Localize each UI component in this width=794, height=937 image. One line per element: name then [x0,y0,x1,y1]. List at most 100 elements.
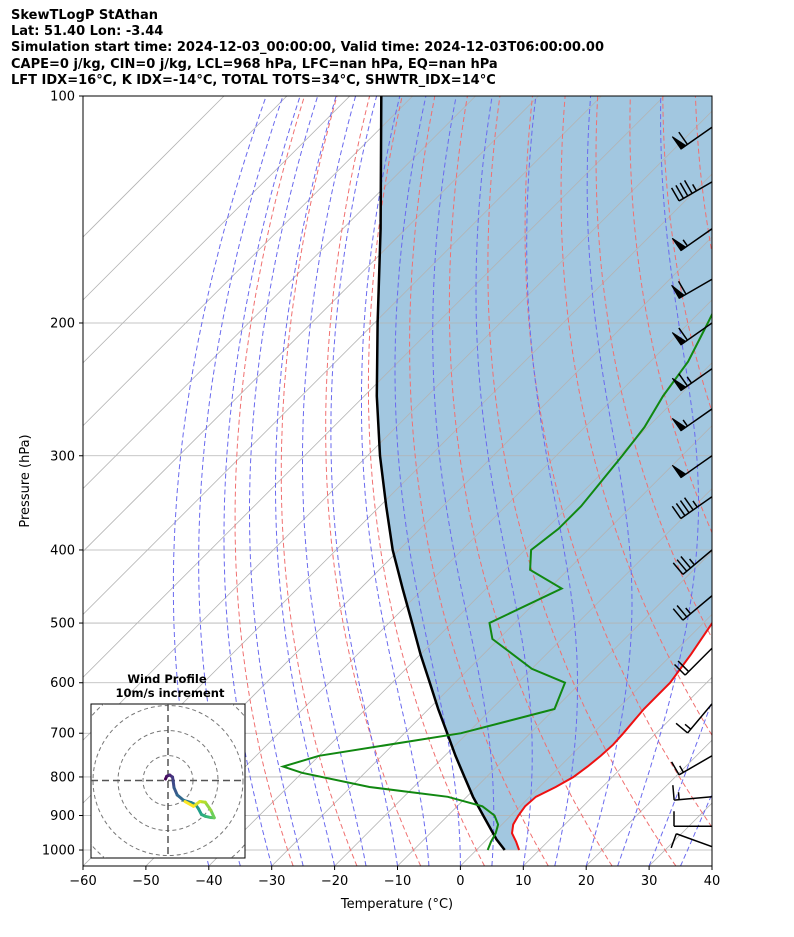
isotherm-line [460,613,712,866]
parcel-shading [376,96,712,850]
moist-adiabat-line [394,96,461,866]
parcel-profile-line [375,96,506,851]
moist-adiabat-line [432,96,495,866]
cin-shade-area [376,96,712,850]
moist-adiabat-line [361,96,430,866]
wind-barb-flag [683,497,694,511]
chart-header: SkewTLogP StAthan Lat: 51.40 Lon: -3.44 … [11,8,604,89]
wind-barb-half-flag [688,558,695,566]
hodograph-subtitle: 10m/s increment [116,686,225,700]
temperature-line [510,621,712,851]
dry-adiabat-line [560,96,712,737]
wind-barb-half-flag [684,723,692,730]
isotherm-line [83,96,476,490]
x-tick-label: −60 [69,874,96,889]
dry-adiabat-line [280,96,358,866]
moist-adiabat-line [711,864,712,866]
isotherm-line [83,96,288,301]
wind-barb [671,368,712,392]
y-tick-label: 1000 [42,844,75,859]
isotherm-line [523,676,712,866]
wind-barb-half-flag [682,239,689,247]
hodograph-title: Wind Profile [127,672,207,686]
wind-barb-shaft [674,796,712,801]
wind-barb [671,322,712,346]
x-tick-label: 30 [641,874,658,889]
y-axis-label: Pressure (hPa) [18,434,33,527]
moist-adiabat-line [172,96,267,866]
isotherm-line [83,96,351,364]
hodograph-segment [203,800,213,813]
wind-barb-shaft [678,181,712,202]
isotherm-line [397,550,712,866]
wind-barb-flag [672,562,684,575]
moist-adiabat-line [302,96,367,866]
wind-barb [671,278,712,299]
isotherm-line [83,96,413,427]
y-tick-label: 100 [50,90,75,105]
stability-line: CAPE=0 j/kg, CIN=0 j/kg, LCL=968 hPa, LF… [11,56,498,72]
x-tick-label: 40 [704,874,721,889]
wind-barb [672,595,712,621]
y-tick-label: 900 [50,809,75,824]
wind-barb-shaft [686,703,712,734]
wind-barb [673,647,712,676]
moist-adiabat-line [275,96,337,866]
moist-adiabat-line [330,96,398,866]
dry-adiabat-line [662,96,712,414]
location-line: Lat: 51.40 Lon: -3.44 [11,24,164,40]
wind-barb-flag [678,327,689,341]
x-tick-label: −50 [132,874,159,889]
isotherm-line [271,425,712,866]
wind-barb-flag [679,182,689,197]
isotherm-line [83,96,602,615]
wind-barb-half-flag [685,607,692,615]
isotherm-line [83,96,225,238]
wind-barb-shaft [684,647,712,676]
isotherm-line [83,110,712,741]
wind-barb-flag [671,505,682,519]
dry-adiabat-line [728,96,794,866]
index-line: LFT IDX=16°C, K IDX=-14°C, TOTAL TOTS=34… [11,72,496,88]
x-tick-label: −40 [195,874,222,889]
dry-adiabat-line [487,96,677,866]
x-axis-label: Temperature (°C) [340,897,453,912]
wind-barb-flag [673,663,686,676]
x-tick-label: −20 [321,874,348,889]
wind-barb-half-flag [677,792,680,800]
wind-barb-flag [677,660,690,673]
wind-barb [671,408,712,432]
y-tick-label: 300 [50,449,75,464]
moist-adiabat-line [249,96,319,866]
wind-barb-flag [676,604,688,618]
moist-adiabat-line [617,96,699,866]
wind-barb [671,455,712,479]
wind-barb-half-flag [682,419,689,427]
y-tick-label: 200 [50,316,75,331]
x-tick-label: 20 [578,874,595,889]
hodograph-inset: Wind Profile 10m/s increment [90,672,246,859]
wind-barb [672,549,712,575]
y-tick-label: 400 [50,543,75,558]
hodograph-axes [91,704,245,858]
dry-adiabat-line [595,96,712,640]
plot-area [83,96,794,866]
moist-adiabat-line [198,96,284,866]
x-tick-label: −30 [258,874,285,889]
wind-barb-flag [676,559,688,572]
wind-barb-pennant [671,464,687,479]
wind-barb-flag [670,187,680,202]
moist-adiabat-line [680,793,712,866]
wind-barb [670,833,712,849]
wind-barb-flag [678,373,689,387]
moist-adiabat-line [648,699,712,866]
wind-barb-shaft [682,595,712,621]
dry-adiabat-line [448,96,613,866]
wind-barb-flag [672,785,675,801]
axis-ticks: −60 −50 −40 −30 −20 −10 0 10 20 30 40 100 200 300 400 5… [42,90,720,890]
x-tick-label: 10 [515,874,532,889]
wind-barb-pennant [671,237,687,252]
wind-barb-pennant [671,284,686,299]
dry-adiabat-line [325,96,422,866]
